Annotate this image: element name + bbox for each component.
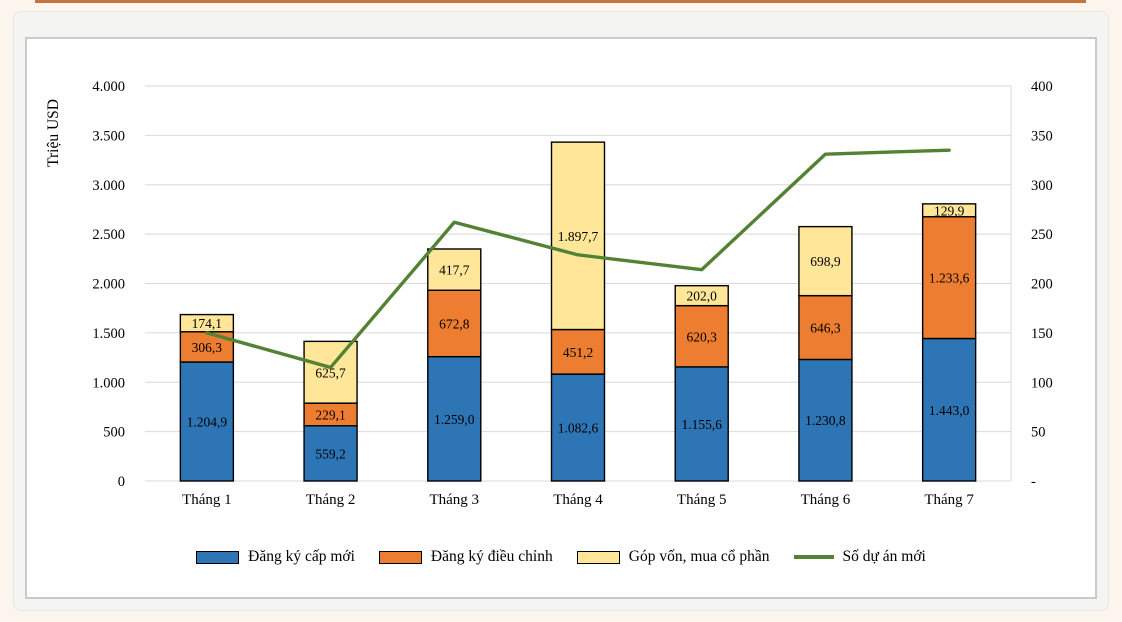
legend-swatch-orange: [378, 550, 422, 564]
bar-segment-2: [798, 225, 853, 297]
bar-value-label: 1.082,6: [558, 421, 599, 436]
legend-swatch-yellow: [576, 550, 620, 564]
legend-label: Số dự án mới: [842, 548, 926, 565]
bar-value-label: 625,7: [315, 365, 346, 380]
y-right-tick-label: 250: [1031, 227, 1053, 243]
bar-value-label: 417,7: [439, 263, 470, 278]
legend-item-gop-von-mua-co-phan: Góp vốn, mua cổ phần: [576, 548, 770, 566]
y-left-tick-label: 2.500: [92, 227, 125, 243]
legend-label: Đăng ký cấp mới: [248, 548, 355, 565]
bar-value-label: 1.897,7: [558, 229, 599, 244]
x-axis-label: Tháng 2: [306, 492, 356, 508]
bar-value-label: 229,1: [315, 407, 345, 422]
x-axis-label: Tháng 6: [801, 492, 851, 508]
y-left-tick-label: 1.000: [92, 375, 125, 391]
bar-segment-0: [921, 337, 977, 482]
bar-value-label: 1.204,9: [187, 415, 228, 430]
top-accent-strip: [35, 0, 1086, 3]
bar-value-label: 451,2: [563, 345, 593, 360]
x-axis-label: Tháng 1: [182, 492, 232, 508]
y-right-tick-label: 300: [1031, 178, 1053, 194]
bar-segment-2: [550, 141, 606, 331]
x-axis-label: Tháng 7: [924, 492, 974, 508]
bar-value-label: 698,9: [810, 254, 841, 269]
legend-swatch-blue: [196, 550, 240, 564]
x-axis-label: Tháng 4: [553, 492, 603, 508]
bar-value-label: 646,3: [810, 321, 841, 336]
y-left-tick-label: 4.000: [92, 79, 125, 95]
bar-value-label: 1.259,0: [434, 412, 475, 427]
bar-segment-0: [303, 425, 358, 482]
chart-legend: Đăng ký cấp mới Đăng ký điều chỉnh Góp v…: [27, 548, 1095, 566]
bar-value-label: 1.233,6: [929, 271, 970, 286]
bar-value-label: 1.443,0: [929, 403, 970, 418]
legend-item-so-du-an-moi: Số dự án mới: [793, 548, 926, 566]
y-right-tick-label: -: [1031, 474, 1036, 490]
bar-value-label: 1.230,8: [805, 413, 846, 428]
bar-segment-2: [303, 340, 358, 404]
bar-value-label: 1.155,6: [681, 417, 722, 432]
y-left-tick-label: 500: [103, 425, 125, 441]
combo-chart: 0 - 500 50 1.000 100 1.500 150 2.000 200 2.500 250 3…: [45, 79, 1053, 508]
bar-segment-2: [921, 203, 977, 218]
bar-value-label: 559,2: [315, 446, 345, 461]
bar-segment-1: [427, 289, 482, 358]
bar-value-label: 306,3: [192, 340, 223, 355]
bar-value-label: 620,3: [687, 329, 718, 344]
bar-value-label: 202,0: [687, 289, 718, 304]
bar-value-label: 129,9: [934, 203, 965, 218]
bar-segment-1: [798, 294, 853, 361]
legend-line-swatch-green: [793, 555, 834, 559]
bar-segment-0: [798, 358, 853, 482]
x-axis-label: Tháng 5: [677, 492, 727, 508]
y-axis-title: Triệu USD: [45, 99, 62, 167]
bar-value-label: 672,8: [439, 316, 470, 331]
y-left-tick-label: 1.500: [92, 326, 125, 342]
legend-label: Góp vốn, mua cổ phần: [628, 548, 770, 565]
y-right-tick-label: 50: [1031, 425, 1046, 441]
y-right-tick-label: 350: [1031, 128, 1053, 144]
bar-segment-2: [674, 284, 729, 307]
chart-panel: 0 - 500 50 1.000 100 1.500 150 2.000 200 2.500 250 3…: [13, 11, 1109, 611]
bar-value-label: 174,1: [192, 316, 222, 331]
bar-segment-1: [674, 304, 729, 368]
y-right-tick-label: 400: [1031, 79, 1053, 95]
bar-segment-1: [921, 215, 977, 340]
y-right-tick-label: 200: [1031, 277, 1053, 293]
y-left-tick-label: 2.000: [92, 277, 125, 293]
y-left-tick-label: 0: [118, 474, 125, 490]
y-right-tick-label: 100: [1031, 375, 1053, 391]
x-axis-label: Tháng 3: [429, 492, 479, 508]
chart-container: 0 - 500 50 1.000 100 1.500 150 2.000 200 2.500 250 3…: [25, 37, 1097, 599]
legend-label: Đăng ký điều chỉnh: [430, 548, 553, 565]
y-right-tick-label: 150: [1031, 326, 1053, 342]
line-series-so-du-an-moi: [205, 148, 951, 370]
y-left-tick-label: 3.500: [92, 128, 125, 144]
bar-segment-0: [550, 373, 606, 482]
legend-item-dang-ky-cap-moi: Đăng ký cấp mới: [196, 548, 355, 566]
bar-segment-2: [427, 248, 482, 291]
y-left-tick-label: 3.000: [92, 178, 125, 194]
legend-item-dang-ky-dieu-chinh: Đăng ký điều chỉnh: [378, 548, 553, 566]
